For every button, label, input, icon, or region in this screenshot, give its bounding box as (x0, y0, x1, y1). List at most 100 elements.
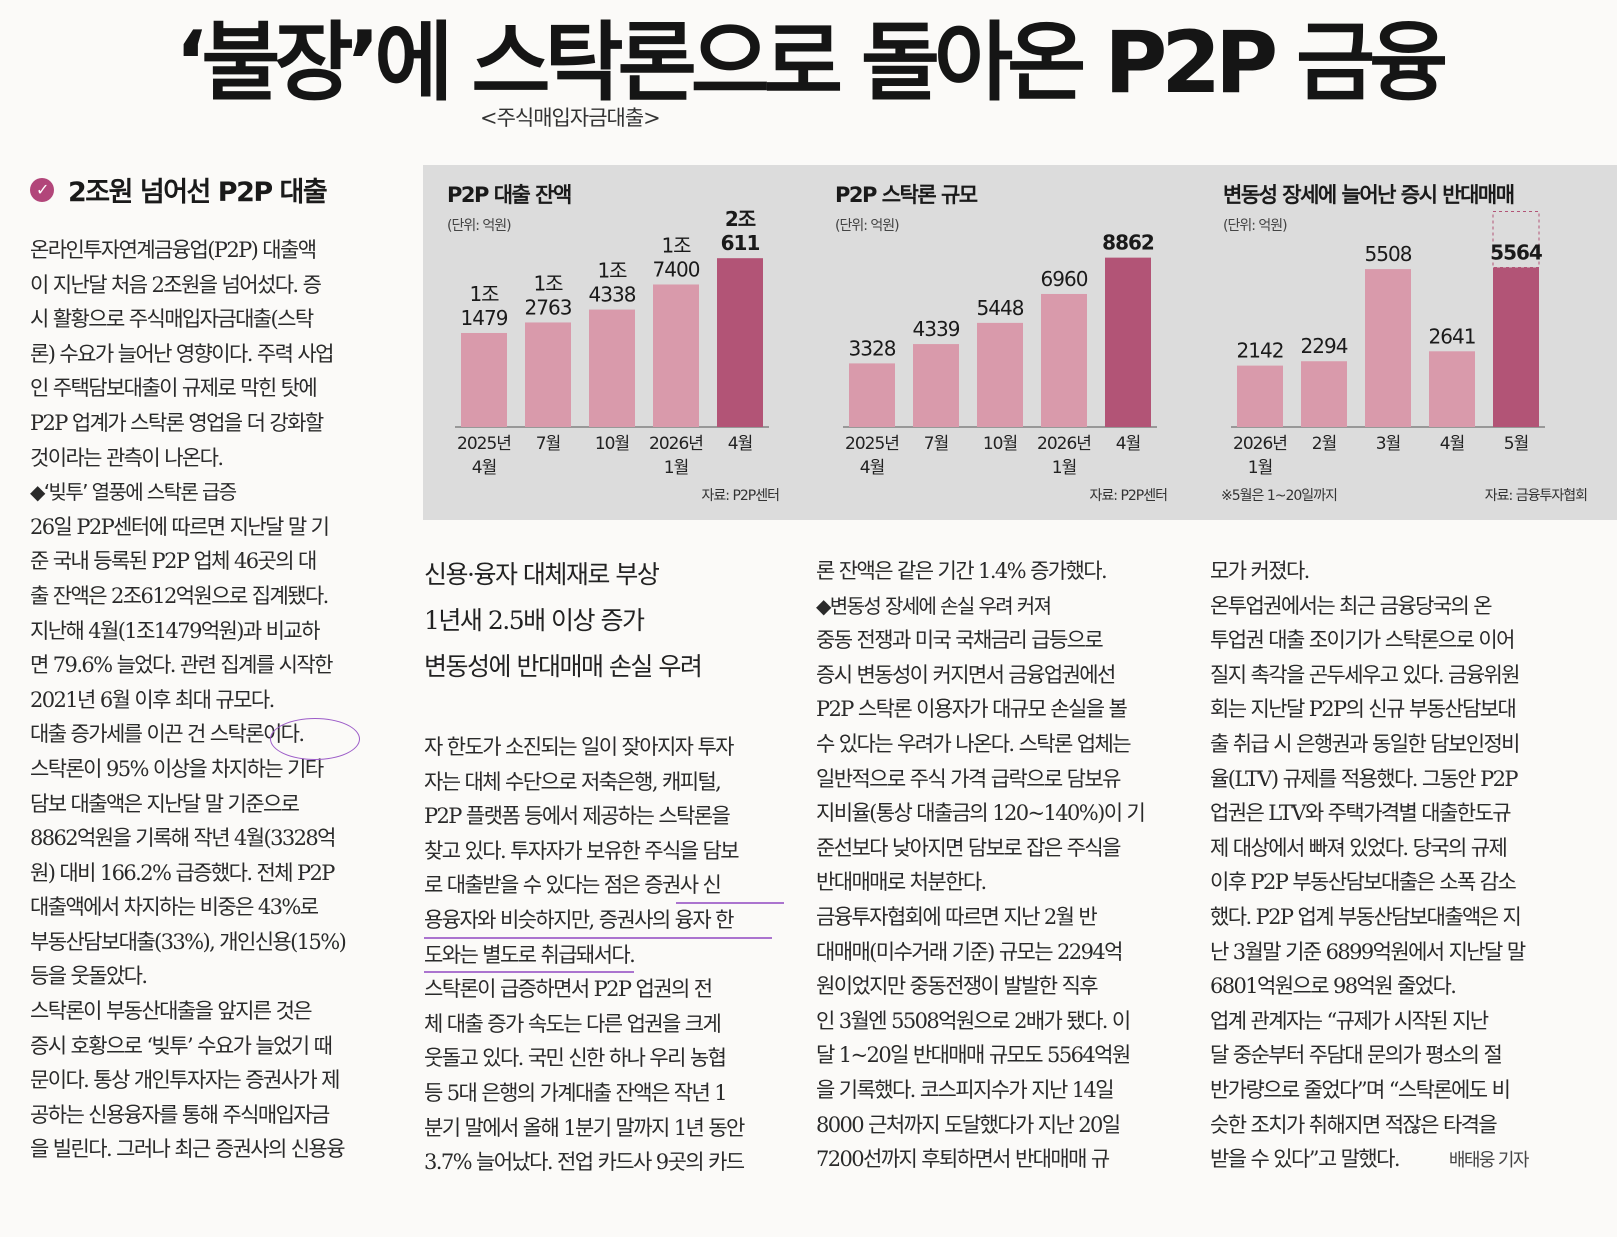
article-line: 대출 증가세를 이끈 건 스탁론이다. (30, 722, 305, 747)
article-column-1: 온라인투자연계금융업(P2P) 대출액 이 지난달 처음 2조원을 넘어섰다. 증… (30, 233, 402, 1167)
article-line: 일반적으로 주식 가격 급락으로 담보유 (816, 766, 1121, 791)
article-line: 달 중순부터 주담대 문의가 평소의 절 (1210, 1043, 1503, 1068)
chart-category-label: 4월 (472, 458, 496, 478)
article-line: 온투업권에서는 최근 금융당국의 온 (1210, 593, 1493, 618)
chart-bar (1105, 257, 1151, 427)
article-line: 찾고 있다. 투자자가 보유한 주식을 담보 (424, 838, 740, 863)
chart-category-label: 4월 (728, 434, 752, 454)
chart-title: P2P 대출 잔액 (447, 183, 572, 207)
article-line: 모가 커졌다. (1210, 559, 1310, 583)
article-line: 스탁론이 급증하면서 P2P 업권의 전 (424, 977, 713, 1002)
chart-title: 변동성 장세에 늘어난 증시 반대매매 (1223, 183, 1515, 207)
article-line: 증시 호황으로 ‘빚투’ 수요가 늘었기 때 (30, 1033, 333, 1058)
chart-value-label: 2763 (525, 295, 572, 319)
chart-category-label: 1월 (1052, 458, 1076, 478)
article-line: 등을 웃돌았다. (30, 964, 148, 989)
section-title: ✓ 2조원 넘어선 P2P 대출 (30, 170, 328, 209)
chart-value-label: 2142 (1237, 339, 1284, 363)
article-line: 했다. P2P 업계 부동산담보대출액은 지 (1210, 904, 1522, 929)
article-line: 준선보다 낮아지면 담보로 잡은 주식을 (816, 835, 1121, 860)
chart-panel: P2P 대출 잔액 (단위: 억원) 1조 1479 2025년 4월 1조 2763 7월 1조… (423, 165, 1617, 520)
chart-category-label: 1월 (664, 458, 688, 478)
handwritten-underline (676, 902, 784, 904)
article-line: 율(LTV) 규제를 적용했다. 그동안 P2P (1210, 766, 1519, 791)
chart-value-label: 1조 (597, 259, 627, 283)
chart-category-label: 4월 (860, 458, 884, 478)
chart-svg: 2142 2026년 1월 2294 2월 5508 3월 2641 4월 5564 5월 (1231, 210, 1545, 478)
chart-bar (977, 322, 1023, 427)
chart-value-label: 2조 (725, 207, 756, 231)
chart-value-label: 2294 (1301, 334, 1348, 358)
chart-forced-liquidation: 변동성 장세에 늘어난 증시 반대매매 (단위: 억원) 2142 2026년 1월 22… (1199, 165, 1617, 520)
chart-bar (525, 322, 571, 427)
article-line: P2P 스탁론 이용자가 대규모 손실을 볼 (816, 697, 1128, 722)
article-line: 등 5대 은행의 가계대출 잔액은 작년 1 (424, 1080, 728, 1105)
article-line: 시 활황으로 주식매입자금대출(스탁 (30, 307, 314, 332)
article-line: 달 1~20일 반대매매 규모도 5564억원 (816, 1043, 1131, 1068)
chart-bar (849, 363, 895, 427)
deck: 신용·융자 대체재로 부상 1년새 2.5배 이상 증가 변동성에 반대매매 손… (424, 552, 703, 690)
article-line: 반대매매로 처분한다. (816, 870, 987, 895)
article-line: 준 국내 등록된 P2P 업체 46곳의 대 (30, 549, 317, 574)
chart-value-label: 1조 (533, 271, 563, 295)
deck-line: 1년새 2.5배 이상 증가 (424, 606, 645, 635)
article-line: 2021년 6월 이후 최대 규모다. (30, 687, 275, 712)
article-line: 인 3월엔 5508억원으로 2배가 됐다. 이 (816, 1008, 1131, 1033)
image-caption: <주식매입자금대출> (480, 106, 661, 130)
article-line: 이후 P2P 부동산담보대출은 소폭 감소 (1210, 870, 1517, 895)
article-line: 원이었지만 중동전쟁이 발발한 직후 (816, 974, 1099, 999)
chart-unit: (단위: 억원) (835, 218, 900, 234)
article-line: 자 한도가 소진되는 일이 잦아지자 투자 (424, 735, 735, 759)
article-line: ◆‘빚투’ 열풍에 스탁론 급증 (30, 480, 237, 505)
chart-category-label: 2026년 (1233, 434, 1287, 454)
chart-value-label: 2641 (1429, 324, 1476, 348)
handwritten-underline (424, 937, 772, 939)
article-line: 증시 변동성이 커지면서 금융업권에선 (816, 662, 1116, 687)
article-line: 반가량으로 줄었다”며 “스탁론에도 비 (1210, 1077, 1511, 1102)
article-line: 지난해 4월(1조1479억원)과 비교하 (30, 618, 320, 643)
handwritten-underline (424, 971, 634, 973)
chart-unit: (단위: 억원) (447, 218, 512, 234)
chart-bar (1493, 267, 1539, 427)
article-line: 인 주택담보대출이 규제로 막힌 탓에 (30, 376, 318, 401)
chart-category-label: 1월 (1248, 458, 1272, 478)
chart-value-label: 6960 (1041, 267, 1088, 291)
article-line: 체 대출 증가 속도는 다른 업권을 크게 (424, 1011, 722, 1036)
article-line: 8862억원을 기록해 작년 4월(3328억 (30, 826, 336, 851)
article-line: 중동 전쟁과 미국 국채금리 급등으로 (816, 628, 1104, 653)
article-line: 6801억원으로 98억원 줄었다. (1210, 974, 1457, 999)
article-line: P2P 플랫폼 등에서 제공하는 스탁론을 (424, 804, 731, 829)
article-line: 업권은 LTV와 주택가격별 대출한도규 (1210, 801, 1512, 826)
chart-value-label: 1조 (469, 282, 499, 306)
article-line: 3.7% 늘어났다. 전업 카드사 9곳의 카드 (424, 1150, 745, 1175)
chart-value-label: 7400 (653, 257, 700, 281)
article-line: 을 빌린다. 그러나 최근 증권사의 신용융 (30, 1137, 346, 1162)
deck-line: 변동성에 반대매매 손실 우려 (424, 652, 703, 681)
chart-value-label: 4339 (913, 317, 960, 341)
chart-source: 자료: P2P센터 (1089, 488, 1168, 504)
article-line: 도와는 별도로 취급돼서다. (424, 942, 636, 967)
chart-bar (1041, 293, 1087, 427)
article-line: 8000 근처까지 도달했다가 지난 20일 (816, 1112, 1121, 1137)
chart-value-label: 4338 (589, 283, 636, 307)
chart-category-label: 7월 (924, 434, 948, 454)
chart-category-label: 7월 (536, 434, 560, 454)
article-line: 문이다. 통상 개인투자자는 증권사가 제 (30, 1068, 341, 1093)
article-line: 대매매(미수거래 기준) 규모는 2294억 (816, 939, 1123, 964)
byline: 배태웅 기자 (1448, 1150, 1530, 1172)
article-line: 자는 대체 수단으로 저축은행, 캐피털, (424, 769, 722, 794)
article-line: 로 대출받을 수 있다는 점은 증권사 신 (424, 873, 722, 898)
article-line: 회는 지난달 P2P의 신규 부동산담보대 (1210, 697, 1517, 722)
chart-category-label: 3월 (1376, 434, 1400, 454)
article-line: 업계 관계자는 “규제가 시작된 지난 (1210, 1008, 1489, 1033)
chart-category-label: 2026년 (649, 434, 703, 454)
article-line: 분기 말에서 올해 1분기 말까지 1년 동안 (424, 1115, 745, 1140)
chart-source: 자료: 금융투자협회 (1484, 488, 1588, 504)
chart-category-label: 2025년 (845, 434, 899, 454)
chart-p2p-loan-balance: P2P 대출 잔액 (단위: 억원) 1조 1479 2025년 4월 1조 2763 7월 1조… (423, 165, 803, 520)
article-line: 지비율(통상 대출금의 120~140%)이 기 (816, 801, 1146, 826)
article-column-4: 모가 커졌다. 온투업권에서는 최근 금융당국의 온 투업권 대출 조이기가 스탁… (1210, 554, 1617, 1179)
article-line: 금융투자협회에 따르면 지난 2월 반 (816, 904, 1098, 929)
article-line: 것이라는 관측이 나온다. (30, 445, 224, 470)
